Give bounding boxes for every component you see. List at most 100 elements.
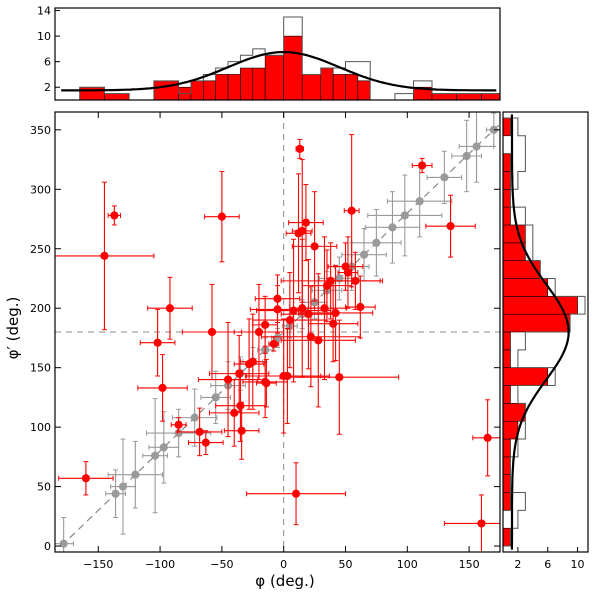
- x-tick-label: 100: [397, 558, 418, 571]
- data-point: [190, 413, 199, 422]
- right-x-tick-label: 10: [571, 558, 585, 571]
- data-point: [261, 320, 270, 329]
- data-point: [477, 519, 486, 528]
- main-plot-area: [55, 112, 500, 552]
- data-point: [298, 226, 307, 236]
- right-hist-bar: [502, 385, 511, 404]
- data-point: [331, 308, 340, 318]
- top-fit-curve: [61, 51, 497, 92]
- data-point: [165, 304, 175, 313]
- data-point: [151, 451, 160, 460]
- top-hist-bar: [215, 74, 229, 101]
- data-point: [283, 371, 292, 381]
- top-hist-bar: [301, 74, 322, 101]
- data-point: [285, 316, 294, 325]
- data-point: [59, 539, 68, 548]
- top-histogram-panel: 2 6 10 14: [37, 5, 501, 101]
- right-hist-bar: [502, 313, 571, 333]
- right-hist-bar: [502, 224, 526, 244]
- top-hist-bar: [332, 74, 346, 101]
- series-measured: [55, 134, 500, 552]
- data-point: [306, 332, 315, 341]
- top-hist-bar: [357, 80, 371, 101]
- x-tick-label: −100: [145, 558, 175, 571]
- right-hist-bar: [502, 492, 511, 511]
- data-point: [462, 151, 471, 161]
- main-frame: [54, 111, 501, 553]
- right-hist-bar: [502, 367, 549, 386]
- top-hist-bar: [190, 80, 204, 101]
- data-point: [310, 242, 319, 251]
- top-hist-bar: [104, 93, 130, 101]
- data-point: [159, 443, 168, 452]
- data-point: [236, 401, 245, 410]
- top-hist-bar: [252, 67, 266, 101]
- y-tick-label: 50: [37, 481, 51, 494]
- data-point: [153, 338, 162, 347]
- data-point: [372, 238, 381, 247]
- data-point: [347, 206, 356, 215]
- right-x-tick-label: 6: [544, 558, 551, 571]
- right-hist-bar: [502, 527, 511, 547]
- data-point: [207, 327, 217, 337]
- data-point: [237, 426, 246, 435]
- data-point: [304, 310, 313, 319]
- x-tick-label: −50: [210, 558, 233, 571]
- data-point: [118, 482, 128, 491]
- right-hist-bar: [502, 206, 511, 226]
- data-point: [301, 218, 311, 227]
- data-point: [418, 161, 427, 170]
- data-point: [359, 250, 369, 259]
- data-point: [335, 373, 344, 382]
- data-point: [81, 474, 91, 483]
- right-hist-bar: [502, 474, 511, 493]
- data-point: [446, 222, 455, 231]
- y-axis-label: φ′ (deg.): [4, 297, 22, 360]
- data-point: [248, 357, 257, 366]
- top-hist-bar: [431, 93, 458, 101]
- y-tick-label: 0: [44, 540, 51, 553]
- data-point: [211, 393, 220, 402]
- data-point: [230, 408, 239, 417]
- y-tick-label: 150: [30, 362, 51, 375]
- right-hist-bar: [502, 278, 549, 297]
- y-tick-label: 350: [30, 124, 51, 137]
- right-x-tick-label: 2: [514, 558, 521, 571]
- data-point: [110, 211, 119, 220]
- y-tick-label: 250: [30, 243, 51, 256]
- data-point: [195, 427, 204, 436]
- right-fit-curve: [510, 114, 570, 550]
- data-point: [415, 197, 424, 206]
- data-point: [483, 433, 492, 442]
- data-point: [440, 173, 449, 182]
- right-hist-bar: [502, 331, 511, 351]
- series-reference: [55, 112, 500, 552]
- right-hist-bar: [502, 349, 511, 368]
- data-point: [314, 336, 323, 345]
- right-hist-bar: [502, 438, 511, 458]
- right-frame: [502, 111, 589, 553]
- data-point: [351, 276, 360, 285]
- top-hist-bar: [264, 54, 284, 101]
- right-histogram-bars: [502, 117, 578, 547]
- data-point: [235, 369, 244, 378]
- top-hist-bar: [240, 67, 254, 101]
- right-hist-bar: [502, 188, 511, 208]
- right-hist-outline: [503, 117, 586, 547]
- data-point: [100, 251, 109, 260]
- diagonal-reference-line: [60, 123, 500, 547]
- data-point: [158, 383, 167, 392]
- data-point: [400, 211, 409, 220]
- data-point: [343, 268, 353, 277]
- right-hist-bar: [502, 171, 511, 190]
- data-point: [269, 339, 278, 348]
- top-hist-bar: [345, 74, 359, 101]
- top-frame: [54, 7, 501, 101]
- main-scatter-panel: −150 −100 −50 0 50 100 150 0 50 100 150 200 250 300 35…: [30, 111, 501, 571]
- y-tick-label: 200: [30, 302, 51, 315]
- y-tick-label: 300: [30, 183, 51, 196]
- data-point: [174, 420, 183, 429]
- data-point: [472, 142, 481, 151]
